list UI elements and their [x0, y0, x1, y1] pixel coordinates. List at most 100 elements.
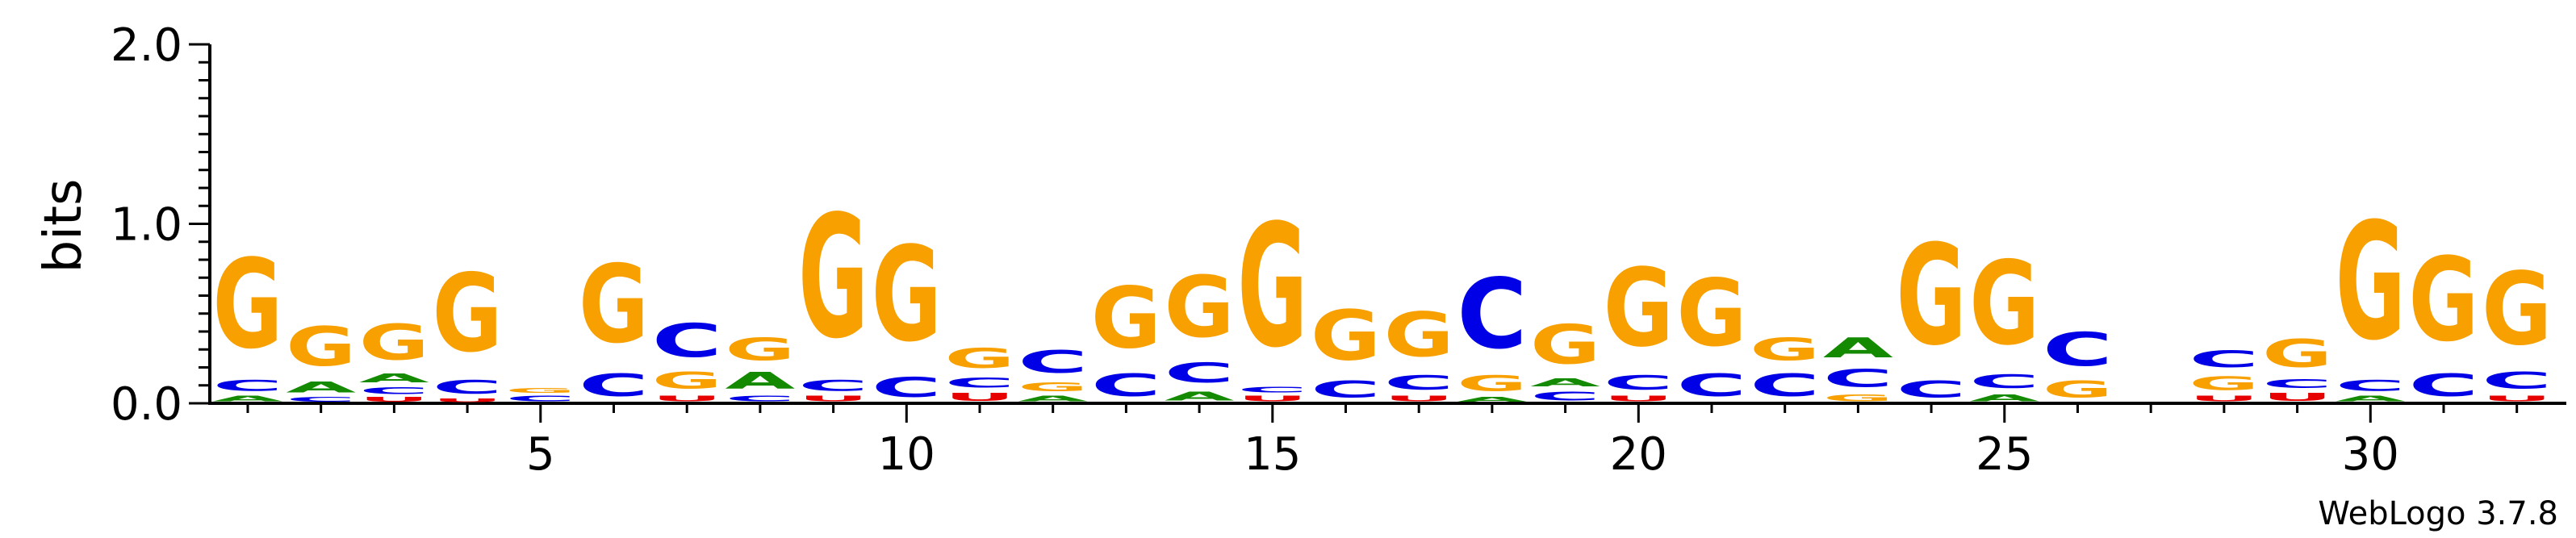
x-tick-label: 30: [2342, 428, 2399, 481]
letter-g: G: [798, 180, 868, 376]
credit-text: WebLogo 3.7.8: [2318, 495, 2558, 532]
letter-stack: CAG: [1530, 314, 1600, 403]
letter-a: A: [213, 394, 283, 403]
letter-g: G: [2482, 252, 2552, 368]
letter-stack: CG: [1896, 215, 1967, 403]
letter-c: C: [433, 377, 503, 398]
letter-g: G: [1823, 393, 1893, 403]
letter-u: U: [1237, 394, 1307, 403]
letter-stack: GC: [2043, 323, 2113, 403]
letter-stack: UCG: [2262, 332, 2332, 403]
letter-g: G: [872, 219, 942, 371]
letter-g: G: [2336, 189, 2406, 376]
x-tick-label: 15: [1244, 428, 1301, 481]
letter-c: C: [1896, 377, 1967, 403]
letter-c: C: [2262, 377, 2332, 391]
letter-a: A: [286, 378, 356, 396]
letter-stack: CG: [1750, 332, 1820, 403]
letter-g: G: [579, 243, 649, 368]
letter-g: G: [1604, 246, 1674, 371]
letter-c: C: [1457, 259, 1527, 372]
letter-stack: UCG: [1237, 190, 1307, 403]
letter-stack: CG: [872, 219, 942, 403]
letter-stack: ACG: [1969, 236, 2039, 403]
letter-g: G: [286, 315, 356, 377]
letter-g: G: [2189, 373, 2259, 394]
letter-c: C: [798, 377, 868, 394]
x-tick-label: 20: [1610, 428, 1667, 481]
letter-g: G: [1896, 215, 1967, 377]
letter-g: G: [2043, 377, 2113, 403]
letter-g: G: [1237, 190, 1307, 386]
letter-c: C: [579, 367, 649, 403]
letter-c: C: [359, 386, 429, 396]
y-axis: 0.0 1.0 2.0: [111, 19, 210, 431]
letter-g: G: [725, 332, 795, 367]
letter-stack: UCG: [945, 342, 1015, 403]
y-tick-label: 1.0: [111, 199, 182, 252]
letter-stack: UCG: [798, 180, 868, 403]
letter-stack: CG: [2409, 232, 2479, 402]
letter-u: U: [2482, 394, 2552, 403]
letter-u: U: [945, 391, 1015, 404]
letter-g: G: [1969, 236, 2039, 371]
letter-c: C: [1823, 365, 1893, 393]
letter-a: A: [2336, 394, 2406, 403]
x-tick-label: 5: [526, 428, 555, 481]
letter-stack: AGC: [1018, 344, 1088, 403]
letter-c: C: [872, 371, 942, 403]
letter-c: C: [2482, 368, 2552, 394]
letter-c: C: [2189, 346, 2259, 373]
letter-c: C: [2043, 323, 2113, 376]
letter-a: A: [1823, 332, 1893, 364]
letter-c: C: [505, 394, 575, 403]
letter-g: G: [1018, 380, 1088, 394]
letter-g: G: [1091, 269, 1161, 367]
letter-stack: CAG: [286, 315, 356, 403]
letter-stack: UCG: [433, 252, 503, 403]
letter-u: U: [359, 396, 429, 403]
letter-stack: CAG: [725, 332, 796, 403]
letter-c: C: [1018, 344, 1088, 381]
letter-c: C: [1969, 371, 2039, 392]
letter-c: C: [1237, 386, 1307, 394]
letter-g: G: [213, 233, 283, 377]
letter-g: G: [1311, 296, 1381, 377]
letter-stack: ACG: [2336, 189, 2406, 403]
letter-g: G: [2409, 232, 2479, 367]
letter-u: U: [2189, 394, 2259, 403]
letter-g: G: [359, 315, 429, 371]
letter-c: C: [2336, 377, 2406, 394]
letter-c: C: [286, 396, 356, 403]
y-tick-label: 2.0: [111, 19, 182, 72]
letter-g: G: [505, 387, 575, 394]
letter-c: C: [1384, 371, 1454, 394]
letter-a: A: [1457, 396, 1527, 403]
letter-u: U: [2262, 391, 2332, 404]
letter-stack: ACG: [1165, 258, 1235, 403]
letter-stack: GCA: [1823, 332, 1893, 403]
letter-u: U: [652, 394, 722, 403]
letter-u: U: [798, 394, 868, 403]
letter-c: C: [2409, 367, 2479, 403]
letter-c: C: [652, 314, 722, 367]
letter-g: G: [1457, 371, 1527, 396]
letter-g: G: [1750, 332, 1820, 367]
letter-c: C: [1750, 367, 1820, 403]
letter-g: G: [652, 368, 722, 394]
letter-stack: CG: [1311, 296, 1381, 403]
letter-u: U: [1604, 394, 1674, 403]
letter-c: C: [1604, 371, 1674, 394]
letter-a: A: [1165, 389, 1235, 403]
letter-c: C: [1091, 367, 1161, 403]
letter-g: G: [2262, 332, 2332, 377]
letter-g: G: [1165, 258, 1235, 357]
letter-stack: UCG: [2482, 252, 2552, 403]
letter-a: A: [725, 368, 796, 394]
letter-g: G: [1677, 260, 1747, 367]
x-tick-label: 25: [1976, 428, 2033, 481]
letter-g: G: [1530, 314, 1600, 376]
letter-stack: UCG: [1604, 246, 1674, 403]
